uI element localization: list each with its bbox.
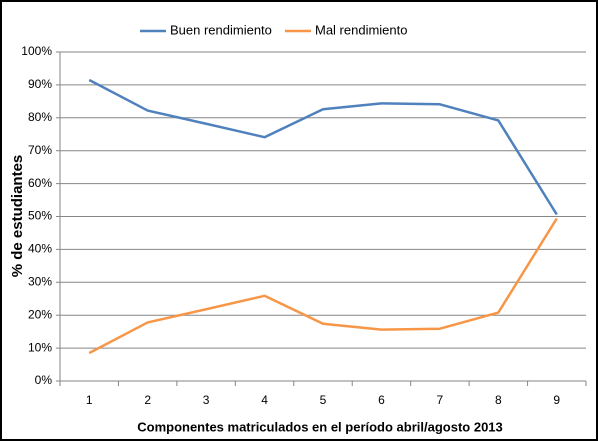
- x-tick-label: 4: [261, 393, 268, 407]
- x-axis-label: Componentes matriculados en el período a…: [137, 419, 503, 434]
- y-tick-label: 10%: [28, 340, 52, 354]
- y-tick-label: 70%: [28, 143, 52, 157]
- x-tick-label: 3: [203, 393, 210, 407]
- x-tick-label: 9: [553, 393, 560, 407]
- y-tick-label: 0%: [35, 373, 53, 387]
- y-axis-label: % de estudiantes: [9, 155, 26, 278]
- legend-label: Buen rendimiento: [170, 22, 272, 37]
- y-tick-label: 100%: [21, 44, 52, 58]
- y-tick-label: 90%: [28, 77, 52, 91]
- x-tick-label: 1: [86, 393, 93, 407]
- y-tick-label: 50%: [28, 209, 52, 223]
- series-line: [88, 217, 558, 355]
- legend-label: Mal rendimiento: [315, 22, 408, 37]
- x-tick-label: 8: [495, 393, 502, 407]
- y-tick-label: 20%: [28, 307, 52, 321]
- x-tick-label: 6: [378, 393, 385, 407]
- y-tick-label: 80%: [28, 110, 52, 124]
- x-tick-label: 7: [437, 393, 444, 407]
- x-tick-label: 2: [144, 393, 151, 407]
- y-tick-label: 30%: [28, 274, 52, 288]
- y-tick-label: 60%: [28, 176, 52, 190]
- x-tick-label: 5: [320, 393, 327, 407]
- y-tick-label: 40%: [28, 242, 52, 256]
- series-line: [88, 78, 558, 216]
